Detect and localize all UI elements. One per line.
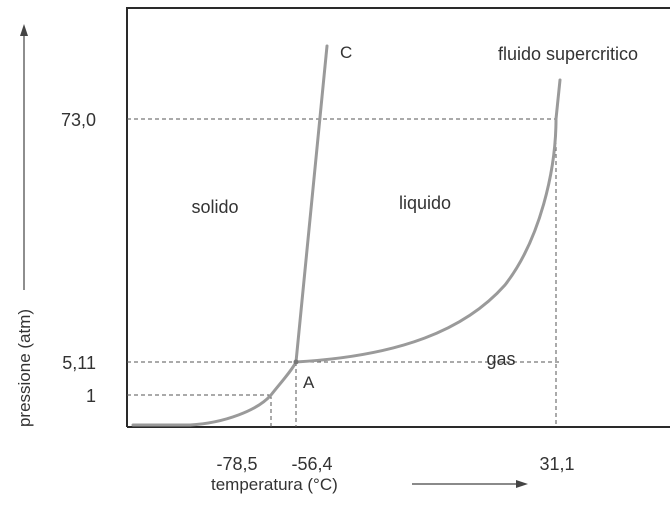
series-line <box>294 78 562 364</box>
y-axis-arrowhead <box>20 24 28 36</box>
point-label-c: C <box>340 43 352 62</box>
triple-point-marker <box>293 359 299 365</box>
x-tick-label: -78,5 <box>216 454 257 474</box>
y-tick-label: 73,0 <box>61 110 96 130</box>
x-tick-label: -56,4 <box>291 454 332 474</box>
x-axis-title: temperatura (°C) <box>211 475 338 494</box>
y-tick-label: 1 <box>86 386 96 406</box>
series-line <box>131 360 298 427</box>
point-label-a: A <box>303 373 315 392</box>
region-label-solid: solido <box>191 197 238 217</box>
x-axis-arrowhead <box>516 480 528 488</box>
x-tick-label: 31,1 <box>539 454 574 474</box>
plot-frame <box>126 7 670 428</box>
y-tick-label: 5,11 <box>62 353 96 373</box>
region-label-supercritical: fluido supercritico <box>498 44 638 64</box>
y-axis-title: pressione (atm) <box>15 309 34 427</box>
series-line <box>294 44 329 364</box>
region-label-gas: gas <box>486 349 515 369</box>
region-label-liquid: liquido <box>399 193 451 213</box>
